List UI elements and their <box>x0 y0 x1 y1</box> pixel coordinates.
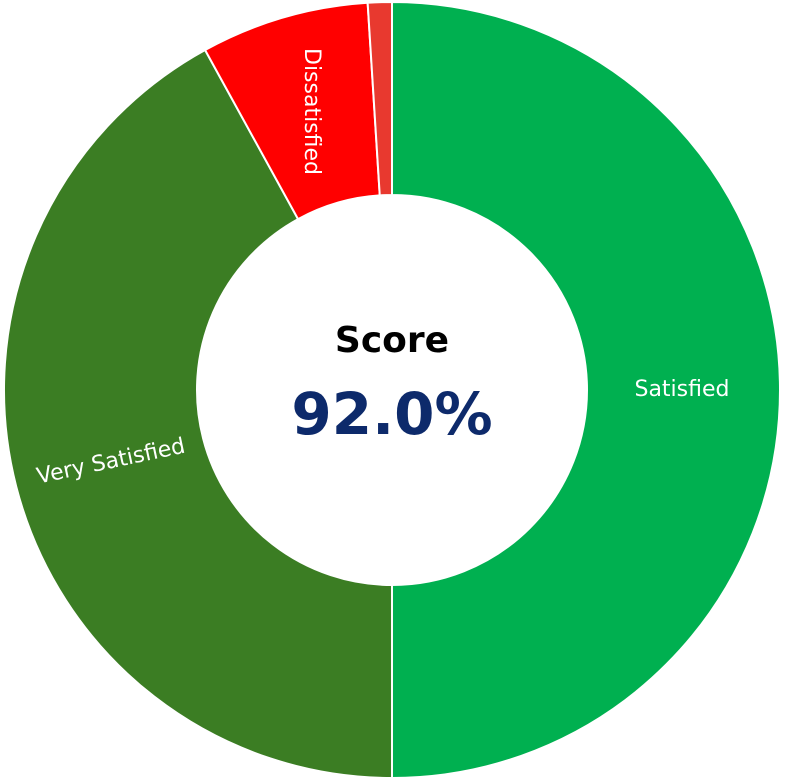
center-title: Score <box>335 320 449 361</box>
donut-slice <box>391 0 781 779</box>
slice-label: Dissatisfied <box>299 48 324 175</box>
slice-label: Satisfied <box>634 377 729 402</box>
donut-slice <box>366 0 393 197</box>
donut-slice <box>3 48 393 779</box>
center-value: 92.0% <box>291 380 492 448</box>
